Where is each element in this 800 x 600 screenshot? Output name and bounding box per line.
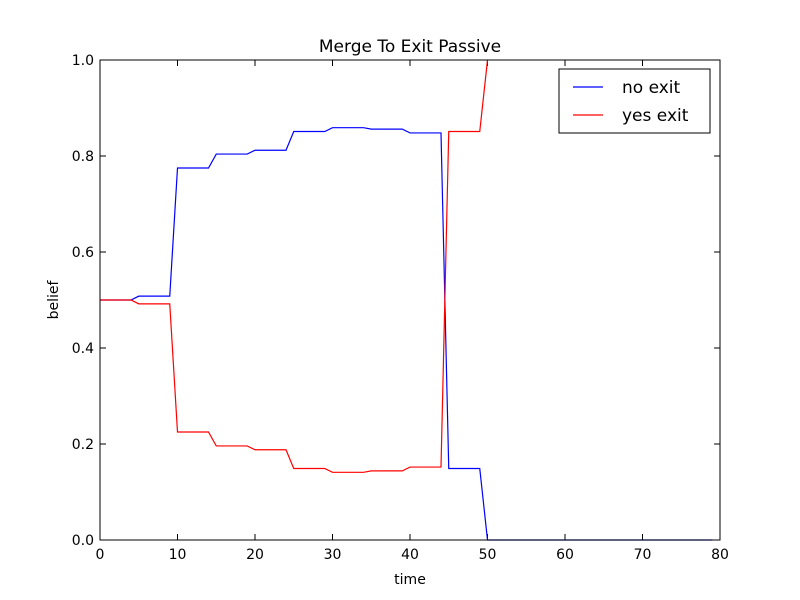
y-axis-label: belief bbox=[46, 280, 62, 320]
chart-title: Merge To Exit Passive bbox=[319, 37, 501, 57]
y-tick-label: 0.6 bbox=[72, 245, 94, 261]
x-axis-label: time bbox=[394, 572, 426, 588]
legend-box bbox=[558, 68, 711, 134]
x-tick-label: 0 bbox=[96, 547, 105, 563]
plot-area bbox=[100, 60, 720, 540]
x-tick-label: 10 bbox=[169, 547, 187, 563]
series-line-yes-exit bbox=[100, 59, 489, 473]
y-tick-label: 0.0 bbox=[72, 533, 94, 549]
y-tick-label: 0.2 bbox=[72, 437, 94, 453]
x-tick-label: 60 bbox=[556, 547, 574, 563]
x-tick-label: 50 bbox=[479, 547, 497, 563]
legend: no exit yes exit bbox=[558, 68, 711, 134]
y-tick-label: 0.8 bbox=[72, 149, 94, 165]
x-tick-label: 30 bbox=[324, 547, 342, 563]
y-tick-label: 1.0 bbox=[72, 53, 94, 69]
x-tick-label: 20 bbox=[246, 547, 264, 563]
legend-label-yes-exit: yes exit bbox=[622, 106, 689, 126]
tick-labels: 0 10 20 30 40 50 60 70 80 0.0 0.2 0.4 0.6 0.8 1.0 bbox=[72, 53, 729, 563]
x-tick-label: 80 bbox=[711, 547, 729, 563]
x-tick-label: 40 bbox=[401, 547, 419, 563]
x-tick-label: 70 bbox=[634, 547, 652, 563]
y-tick-label: 0.4 bbox=[72, 341, 94, 357]
legend-label-no-exit: no exit bbox=[622, 78, 681, 98]
plot-frame bbox=[99, 59, 721, 541]
